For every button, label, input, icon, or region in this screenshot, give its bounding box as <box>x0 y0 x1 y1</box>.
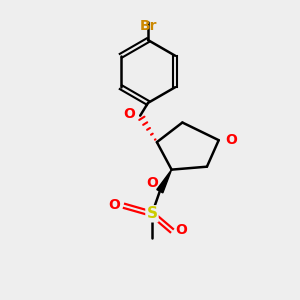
Polygon shape <box>157 169 172 193</box>
Text: O: O <box>226 133 237 147</box>
Text: O: O <box>123 107 135 121</box>
Text: S: S <box>146 206 158 221</box>
Text: Br: Br <box>139 20 157 34</box>
Text: O: O <box>176 224 188 238</box>
Text: O: O <box>146 176 158 190</box>
Text: O: O <box>109 198 121 212</box>
